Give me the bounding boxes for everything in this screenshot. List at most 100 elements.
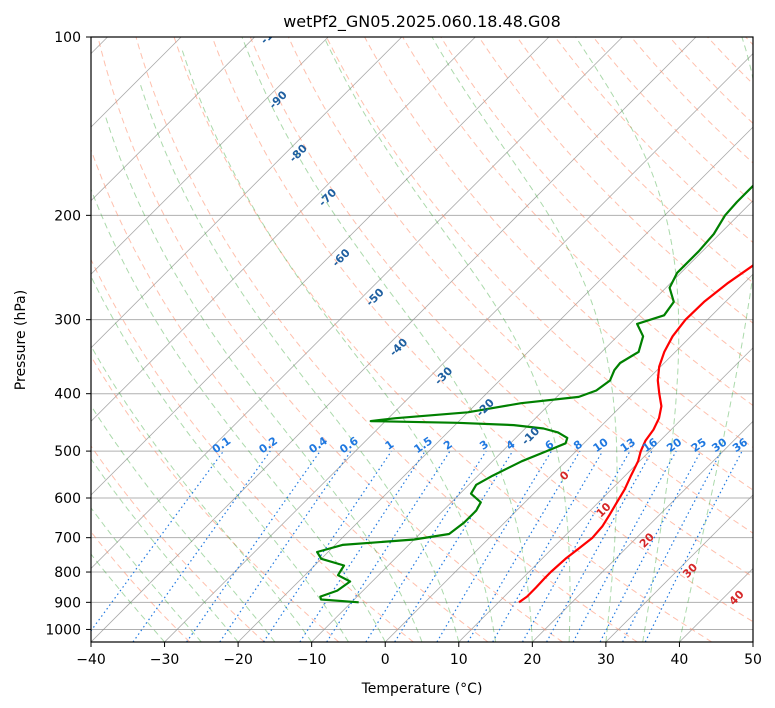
mixing-ratio-line: [365, 450, 487, 642]
dry-adiabat-line: [364, 37, 753, 449]
mixing-ratio-line: [91, 450, 224, 632]
x-tick-label: 30: [597, 652, 615, 668]
mixing-ratio-label: 2: [441, 438, 455, 453]
moist-adiabat-line: [678, 37, 753, 642]
background-lines: [91, 37, 753, 642]
isotherm-line: [458, 347, 753, 642]
dry-adiabat-line: [669, 37, 753, 125]
isotherm-line: [91, 37, 550, 496]
mixing-ratio-line: [467, 450, 581, 642]
dry-adiabat-label: -50: [363, 286, 386, 309]
moist-adiabat-line: [431, 37, 618, 642]
dry-adiabat-label: -30: [432, 364, 455, 387]
isotherm-line: [605, 494, 753, 642]
isotherm-line: [164, 52, 753, 642]
mixing-ratio-label: 0.6: [337, 434, 361, 456]
moist-adiabat-line: [181, 49, 497, 642]
chart-title: wetPf2_GN05.2025.060.18.48.G08: [283, 12, 561, 32]
mixing-ratio-line: [394, 450, 514, 642]
y-tick-label: 800: [54, 565, 81, 581]
dry-adiabat-label: -90: [267, 88, 290, 111]
isotherm-line: [91, 37, 476, 422]
dry-adiabat-line: [249, 37, 753, 578]
moist-adiabat-line: [139, 83, 460, 642]
x-axis: −40 −30 −20 −10 0 10 20 30 40 50: [76, 642, 762, 668]
y-tick-label: 900: [54, 595, 81, 611]
isotherm-line: [532, 420, 753, 642]
dewpoint-profile-line: [316, 184, 753, 604]
isotherm-line: [91, 37, 697, 642]
mixing-ratio-line: [572, 450, 677, 642]
mixing-ratio-label: 20: [664, 435, 684, 455]
mixing-ratio-label: 10: [591, 435, 611, 455]
y-tick-label: 400: [54, 387, 81, 403]
isotherm-line: [384, 273, 753, 642]
isotherm-line: [91, 37, 623, 570]
plot-frame: [90, 36, 754, 643]
line-labels: 0.1 0.2 0.4 0.6 1 1.5 2 3 4 6 8 10 13 16 20 25 30 36-100-…: [210, 37, 751, 608]
moist-adiabat-line: [91, 345, 313, 642]
mixing-ratio-line: [546, 450, 653, 642]
y-tick-label: 600: [54, 491, 81, 507]
moist-adiabat-line: [91, 188, 386, 642]
dry-adiabat-line: [707, 37, 753, 85]
mixing-ratio-line: [326, 450, 451, 642]
dry-adiabat-label: -80: [287, 142, 310, 165]
isotherm-line: [91, 37, 329, 275]
x-tick-label: −20: [223, 652, 253, 668]
mixing-ratio-label: 1.5: [412, 434, 435, 456]
dry-adiabat-label: 0: [557, 468, 572, 483]
dry-adiabat-line: [516, 37, 753, 284]
dry-adiabat-line: [554, 37, 753, 244]
isotherm-line: [91, 37, 255, 202]
moist-adiabat-line: [575, 37, 680, 642]
dry-adiabat-line: [97, 37, 563, 642]
x-tick-label: 10: [450, 652, 468, 668]
moist-adiabat-line: [104, 114, 423, 642]
dry-adiabat-line: [287, 37, 753, 534]
y-tick-label: 300: [54, 313, 81, 329]
dry-adiabat-line: [402, 37, 753, 407]
mixing-ratio-line: [186, 450, 321, 642]
y-tick-label: 500: [54, 444, 81, 460]
moist-adiabat-line: [323, 37, 571, 642]
y-axis-label: Pressure (hPa): [13, 290, 29, 390]
mixing-ratio-label: 1: [383, 438, 397, 453]
dry-adiabat-line: [91, 148, 489, 642]
dry-adiabat-line: [440, 37, 753, 365]
x-tick-label: 50: [744, 652, 762, 668]
mixing-ratio-line: [599, 450, 702, 642]
mixing-ratio-label: 8: [571, 438, 585, 453]
mixing-ratio-line: [262, 450, 392, 642]
y-tick-label: 100: [54, 30, 81, 46]
mixing-ratio-line: [299, 450, 426, 642]
y-tick-label: 1000: [45, 622, 81, 638]
moist-adiabat-line: [91, 404, 276, 642]
x-tick-label: −40: [76, 652, 106, 668]
dry-adiabat-label: 10: [594, 500, 614, 520]
mixing-ratio-line: [644, 450, 743, 642]
x-axis-label: Temperature (°C): [361, 681, 483, 697]
dry-adiabat-line: [630, 37, 753, 164]
dry-adiabat-line: [173, 37, 713, 642]
x-tick-label: 40: [671, 652, 689, 668]
dry-adiabat-label: 40: [727, 588, 747, 608]
dry-adiabat-line: [211, 37, 753, 623]
temperature-profile-line: [518, 264, 753, 604]
dry-adiabat-line: [135, 37, 638, 642]
x-tick-label: 20: [523, 652, 541, 668]
mixing-ratio-line: [492, 450, 604, 642]
moist-adiabat-line: [241, 37, 533, 642]
mixing-ratio-line: [436, 450, 553, 642]
mixing-ratio-label: 25: [689, 436, 709, 455]
mixing-ratio-label: 36: [730, 435, 750, 455]
mixing-ratio-line: [219, 450, 352, 642]
moist-adiabat-line: [91, 275, 349, 642]
x-tick-label: 0: [381, 652, 390, 668]
dry-adiabat-line: [592, 37, 753, 204]
mixing-ratio-label: 30: [709, 435, 729, 455]
isotherm-line: [311, 200, 753, 642]
isotherm-line: [237, 126, 753, 642]
data-series: [316, 184, 753, 604]
